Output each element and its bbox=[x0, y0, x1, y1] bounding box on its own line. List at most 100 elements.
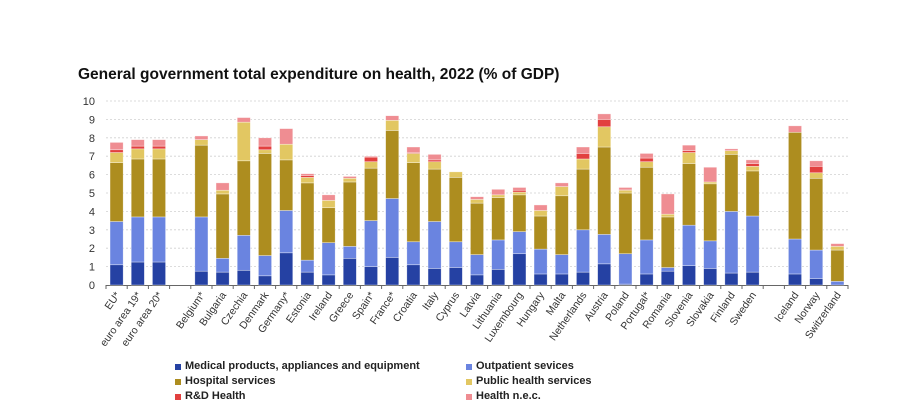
bar-segment bbox=[576, 158, 590, 170]
bar-segment bbox=[724, 211, 739, 274]
bar-segment bbox=[703, 183, 718, 242]
y-tick-label: 2 bbox=[89, 243, 95, 255]
bar-segment bbox=[109, 162, 124, 222]
bar-segment bbox=[788, 238, 802, 275]
y-tick-label: 4 bbox=[89, 206, 95, 218]
bar-segment bbox=[427, 268, 442, 286]
bar-segment bbox=[809, 160, 824, 167]
bar-segment bbox=[130, 148, 145, 160]
bar-segment bbox=[258, 145, 272, 151]
bar-segment bbox=[152, 216, 166, 263]
bar-segment bbox=[236, 117, 251, 123]
bar-segment bbox=[448, 267, 463, 286]
y-tick-label: 9 bbox=[89, 114, 95, 126]
bar-segment bbox=[745, 159, 760, 164]
bar-segment bbox=[470, 254, 484, 276]
y-tick-label: 8 bbox=[89, 133, 95, 145]
bar-segment bbox=[385, 198, 400, 258]
bar-segment bbox=[406, 241, 421, 266]
bar-segment bbox=[512, 253, 527, 286]
legend-swatch bbox=[466, 378, 472, 385]
bar-segment bbox=[406, 153, 421, 163]
bar-segment bbox=[130, 158, 145, 218]
bar-segment bbox=[724, 154, 739, 212]
bar-segment bbox=[724, 148, 739, 151]
bar-segment bbox=[639, 239, 654, 275]
bar-segment bbox=[809, 166, 824, 174]
bar-segment bbox=[660, 193, 675, 215]
bar-segment bbox=[130, 139, 145, 147]
bar-segment bbox=[258, 153, 272, 256]
bar-segment bbox=[130, 261, 145, 286]
bar-segment bbox=[321, 194, 336, 201]
bar-segment bbox=[152, 145, 166, 150]
legend-swatch bbox=[466, 363, 472, 370]
x-tick-label: EU* bbox=[103, 290, 124, 312]
bar-segment bbox=[321, 200, 336, 209]
bar-segment bbox=[491, 269, 506, 286]
bar-segment bbox=[745, 166, 760, 172]
legend-label: Health n.e.c. bbox=[476, 390, 541, 402]
bar-segment bbox=[554, 186, 569, 197]
bar-segment bbox=[364, 156, 378, 163]
legend-label: Public health services bbox=[476, 375, 592, 387]
bar-segment bbox=[788, 125, 802, 133]
bar-segment bbox=[215, 193, 230, 259]
bar-segment bbox=[533, 248, 548, 275]
y-tick-label: 10 bbox=[83, 96, 95, 108]
bar-segment bbox=[109, 264, 124, 286]
bar-segment bbox=[152, 148, 166, 160]
bar-segment bbox=[300, 259, 315, 273]
bar-segment bbox=[448, 241, 463, 268]
bar-segment bbox=[194, 139, 209, 146]
bar-segment bbox=[152, 261, 166, 286]
bar-segment bbox=[321, 274, 336, 286]
legend-item-rd: R&D Health bbox=[175, 389, 420, 404]
bar-segment bbox=[745, 215, 760, 273]
bar-segment bbox=[427, 168, 442, 222]
bar-segment bbox=[194, 270, 209, 286]
bar-segment bbox=[279, 143, 294, 161]
bar-segment bbox=[342, 176, 357, 179]
bar-segment bbox=[682, 224, 696, 266]
bar-segment bbox=[406, 146, 421, 153]
bar-segment bbox=[364, 266, 378, 286]
bar-segment bbox=[406, 264, 421, 286]
bar-segment bbox=[491, 194, 506, 198]
bar-segment bbox=[342, 181, 357, 247]
bar-segment bbox=[660, 270, 675, 286]
legend-item-public-health: Public health services bbox=[466, 374, 592, 389]
bar-segment bbox=[491, 197, 506, 241]
bar-segment bbox=[258, 137, 272, 147]
bar-segment bbox=[639, 157, 654, 163]
y-tick-label: 7 bbox=[89, 151, 95, 163]
bar-segment bbox=[809, 278, 824, 286]
bar-segment bbox=[385, 120, 400, 131]
bar-segment bbox=[491, 239, 506, 270]
bar-segment bbox=[533, 210, 548, 217]
bar-segment bbox=[215, 258, 230, 273]
legend-item-medical: Medical products, appliances and equipme… bbox=[175, 359, 420, 374]
bar-segment bbox=[321, 207, 336, 243]
bar-segment bbox=[236, 121, 251, 162]
bar-segment bbox=[533, 204, 548, 211]
y-tick-label: 1 bbox=[89, 262, 95, 274]
bar-segment bbox=[342, 177, 357, 183]
bar-segment bbox=[618, 253, 633, 285]
y-tick-label: 3 bbox=[89, 225, 95, 237]
bar-segment bbox=[130, 145, 145, 150]
bar-segment bbox=[470, 199, 484, 204]
bar-segment bbox=[385, 115, 400, 121]
bar-segment bbox=[533, 273, 548, 286]
bar-segment bbox=[533, 215, 548, 250]
bar-segment bbox=[258, 275, 272, 286]
bar-segment bbox=[554, 182, 569, 187]
bar-segment bbox=[470, 202, 484, 255]
bar-segment bbox=[512, 231, 527, 255]
bar-segment bbox=[364, 161, 378, 169]
bar-segment bbox=[830, 243, 845, 247]
bar-segment bbox=[152, 139, 166, 147]
bar-segment bbox=[639, 161, 654, 168]
bar-segment bbox=[639, 166, 654, 241]
bar-segment bbox=[385, 130, 400, 199]
